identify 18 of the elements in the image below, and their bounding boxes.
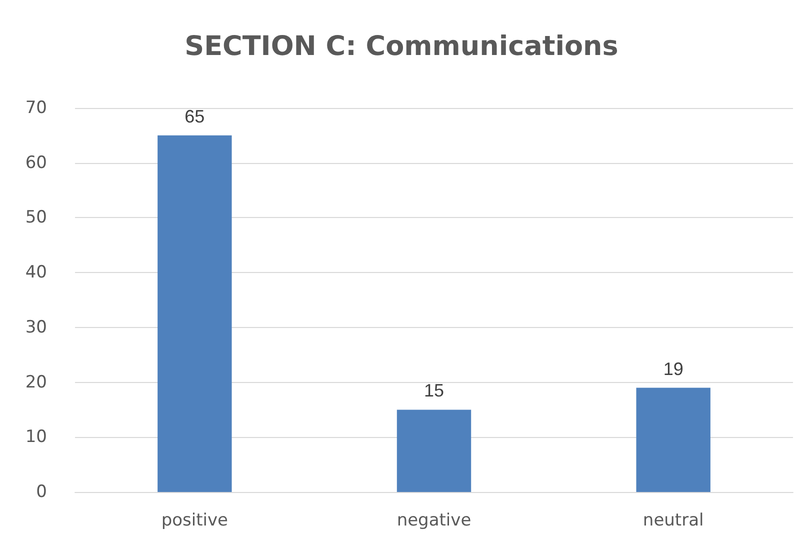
y-tick-label: 10 (25, 427, 47, 448)
y-tick-label: 70 (25, 98, 47, 118)
y-tick-label: 30 (25, 317, 47, 338)
y-tick-label: 60 (25, 152, 47, 173)
y-tick-label: 20 (25, 372, 47, 392)
x-tick-label: neutral (642, 510, 704, 530)
data-label: 19 (663, 358, 684, 379)
bar (636, 388, 710, 492)
bar (158, 135, 232, 492)
chart-title: SECTION C: Communications (184, 31, 618, 62)
x-tick-label: negative (396, 510, 472, 530)
data-label: 15 (424, 380, 444, 401)
data-label: 65 (184, 106, 205, 126)
y-tick-label: 0 (36, 482, 47, 502)
y-tick-label: 40 (25, 262, 47, 283)
x-tick-label: positive (161, 510, 228, 530)
bar (396, 410, 472, 492)
y-tick-label: 50 (25, 208, 47, 228)
